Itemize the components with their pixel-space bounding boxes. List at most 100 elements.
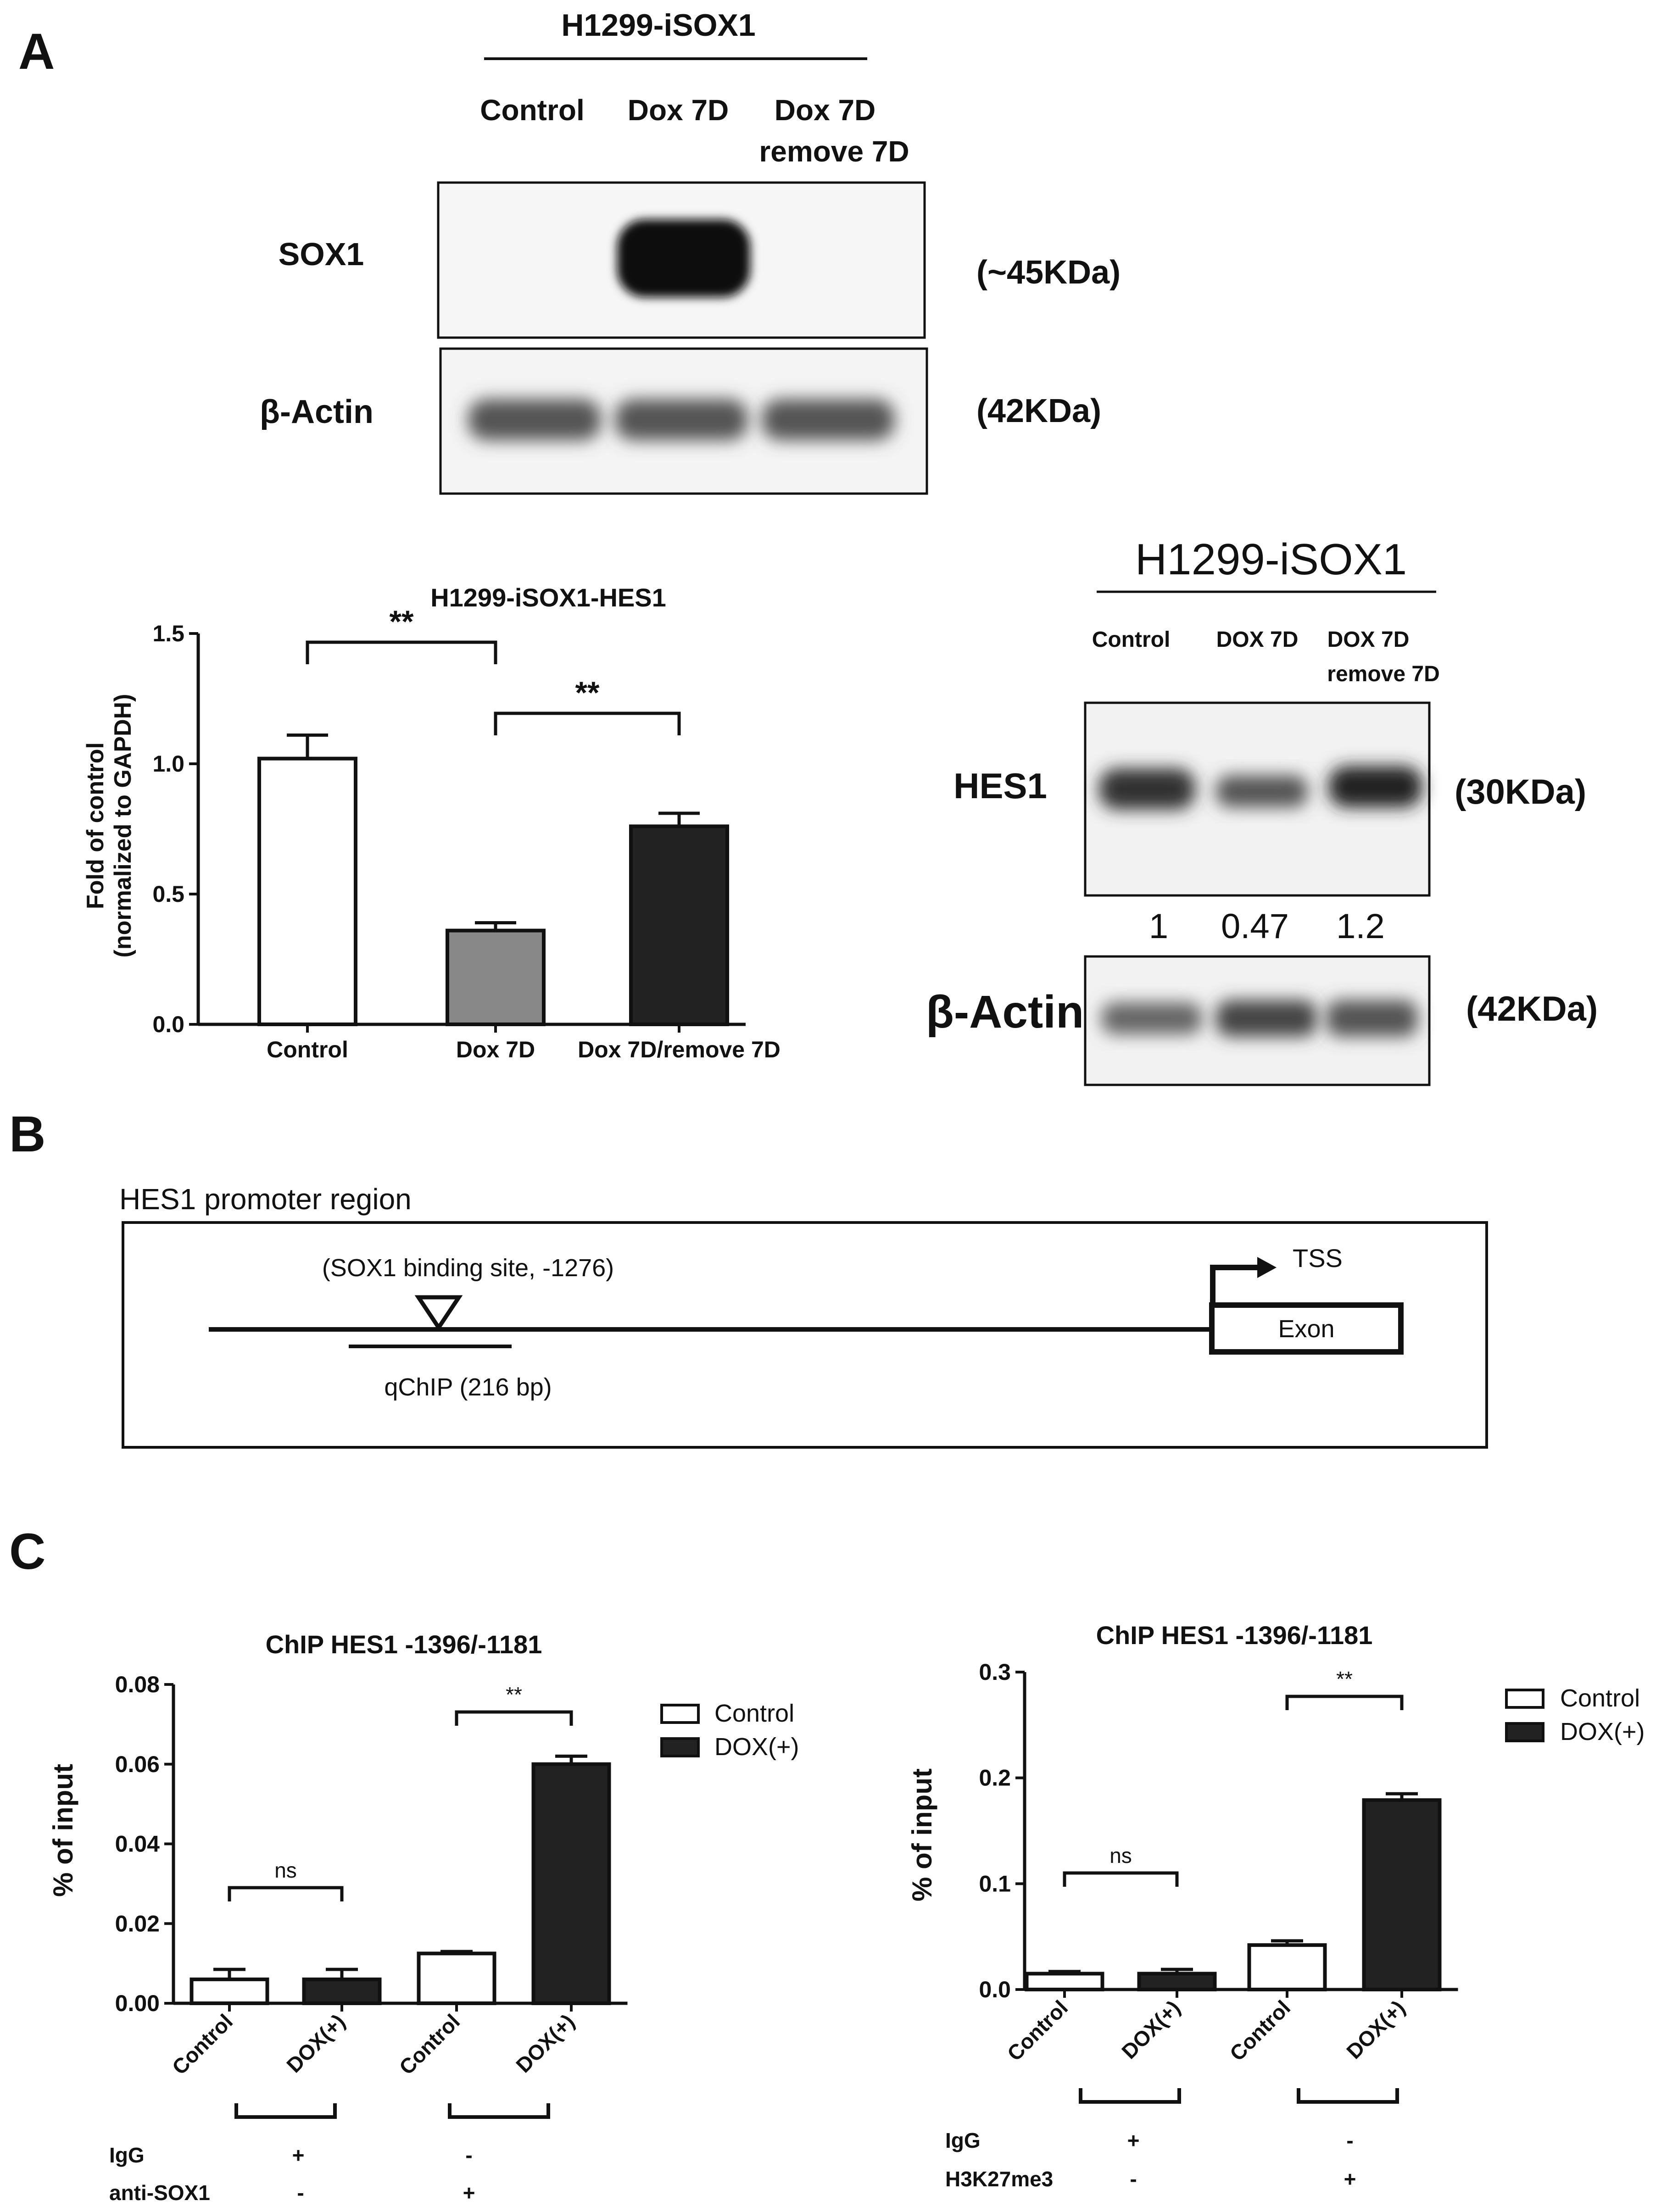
promoter-frame	[122, 1221, 1488, 1449]
chart-title: ChIP HES1 -1396/-1181	[266, 1630, 542, 1659]
panel-label-a: A	[18, 23, 55, 80]
row-anti-sox1-value-2: +	[463, 2181, 475, 2205]
significance-label: ns	[1109, 1844, 1132, 1867]
y-tick-label: 0.04	[115, 1831, 160, 1857]
significance-label: **	[390, 604, 414, 639]
y-tick-label: 1.5	[152, 621, 184, 646]
row-label-actin: β-Actin	[926, 986, 1084, 1038]
chart-chip-h3k27me3: ChIP HES1 -1396/-1181 % of input Control…	[907, 1621, 1645, 2191]
significance-bracket	[306, 640, 497, 664]
x-tick-label: Dox 7D/remove 7D	[578, 1037, 781, 1062]
hes1-band-dox-remove	[1328, 766, 1422, 807]
significance-bracket	[1063, 1871, 1179, 1887]
promoter-diagram: HES1 promoter region (SOX1 binding site,…	[119, 1183, 1488, 1449]
row-label-igg: IgG	[109, 2143, 145, 2167]
tss-arrowhead-icon	[1257, 1257, 1277, 1278]
row-igg-value-1: +	[1127, 2129, 1140, 2152]
x-tick-label: Control	[1225, 1995, 1295, 2065]
x-tick-label: DOX(+)	[511, 2009, 579, 2077]
row-h3k27me3-value-1: -	[1130, 2167, 1137, 2191]
x-tick-label: Control	[1003, 1995, 1072, 2065]
tss-label: TSS	[1293, 1244, 1343, 1273]
chart-chip-sox1: ChIP HES1 -1396/-1181 % of input Control…	[48, 1630, 799, 2205]
tss-arrow-line	[1210, 1265, 1257, 1303]
row-label-igg: IgG	[945, 2129, 981, 2152]
y-tick-label: 0.0	[979, 1977, 1011, 2002]
bar	[1247, 1943, 1327, 1992]
bar	[1362, 1798, 1442, 1992]
sox1-band-dox	[617, 219, 750, 297]
hes1-band-dox	[1216, 775, 1308, 807]
hes1-band-control	[1099, 768, 1195, 810]
panel-label-b: B	[9, 1106, 45, 1162]
y-tick-label: 0.2	[979, 1765, 1011, 1791]
significance-label: **	[1336, 1667, 1353, 1691]
lane-label-dox: DOX 7D	[1216, 628, 1299, 652]
panel-label-c: C	[9, 1523, 45, 1580]
lane-label-dox-remove-2: remove 7D	[759, 135, 909, 168]
y-tick-label: 0.06	[115, 1751, 160, 1777]
group-bracket-igg	[234, 2103, 337, 2119]
significance-label: **	[575, 675, 600, 710]
quant-dox-remove: 1.2	[1336, 907, 1385, 946]
y-tick-label: 0.1	[979, 1871, 1011, 1896]
lane-label-dox: Dox 7D	[628, 94, 729, 127]
row-label-actin: β-Actin	[260, 394, 374, 430]
row-label-anti-sox1: anti-SOX1	[109, 2181, 210, 2205]
legend-label-dox: DOX(+)	[1560, 1718, 1645, 1745]
y-axis-label: % of input	[48, 1764, 78, 1897]
x-tick-label: DOX(+)	[1117, 1995, 1185, 2063]
binding-site-label: (SOX1 binding site, -1276)	[322, 1254, 614, 1282]
significance-bracket	[228, 1886, 344, 1901]
size-label-actin: (42KDa)	[976, 393, 1101, 429]
y-axis-label-line2: (normalized to GAPDH)	[110, 694, 136, 958]
chart-h1299-hes1: H1299-iSOX1-HES1 Fold of control (normal…	[82, 583, 781, 1062]
y-tick-label: 0.3	[979, 1659, 1011, 1685]
significance-label: **	[506, 1683, 522, 1706]
chart-title: ChIP HES1 -1396/-1181	[1096, 1621, 1373, 1650]
quant-dox: 0.47	[1221, 907, 1289, 946]
bar	[417, 1951, 496, 2005]
actin-band-control	[468, 399, 601, 440]
legend-swatch-dox	[1505, 1722, 1544, 1742]
y-tick-label: 0.5	[152, 881, 184, 907]
y-tick-label: 0.02	[115, 1911, 160, 1936]
group-bracket-antibody	[448, 2103, 550, 2119]
actin-band-dox-remove	[1326, 1000, 1418, 1037]
blot-title: H1299-iSOX1	[561, 8, 755, 43]
lane-label-dox-remove-2: remove 7D	[1327, 662, 1439, 686]
quant-control: 1	[1149, 907, 1168, 946]
western-blot-sox1: H1299-iSOX1 Control Dox 7D Dox 7D remove…	[260, 8, 1121, 495]
y-tick-label: 0.0	[152, 1012, 184, 1037]
bar	[190, 1977, 269, 2005]
y-axis-label: Fold of control (normalized to GAPDH)	[82, 694, 136, 958]
x-tick-label: Control	[167, 2009, 237, 2079]
significance-bracket	[1285, 1695, 1404, 1710]
lane-label-dox-remove: DOX 7D	[1327, 628, 1410, 652]
row-igg-value-1: +	[292, 2143, 305, 2167]
exon-label: Exon	[1278, 1315, 1334, 1343]
blot-title: H1299-iSOX1	[1135, 535, 1407, 584]
legend-label-control: Control	[1560, 1684, 1640, 1712]
bar	[1137, 1972, 1217, 1991]
promoter-title: HES1 promoter region	[119, 1183, 412, 1216]
row-label-hes1: HES1	[953, 766, 1047, 806]
qchip-label: qChIP (216 bp)	[384, 1373, 552, 1401]
x-tick-label: DOX(+)	[1342, 1995, 1410, 2063]
y-axis-label: % of input	[907, 1768, 937, 1901]
group-bracket-igg	[1079, 2088, 1181, 2104]
chart-title: H1299-iSOX1-HES1	[430, 583, 666, 612]
legend-swatch-control	[660, 1704, 700, 1724]
actin-band-dox-remove	[762, 399, 895, 440]
binding-site-triangle-icon	[414, 1295, 463, 1332]
bar	[257, 756, 357, 1026]
y-tick-label: 0.08	[115, 1672, 160, 1697]
x-tick-label: DOX(+)	[282, 2009, 350, 2077]
group-bracket-antibody	[1297, 2088, 1399, 2104]
exon-box	[1209, 1302, 1404, 1355]
row-igg-value-2: -	[465, 2143, 472, 2167]
actin-band-dox	[615, 399, 748, 440]
x-tick-label: Dox 7D	[456, 1037, 535, 1062]
x-tick-label: Control	[395, 2009, 464, 2079]
